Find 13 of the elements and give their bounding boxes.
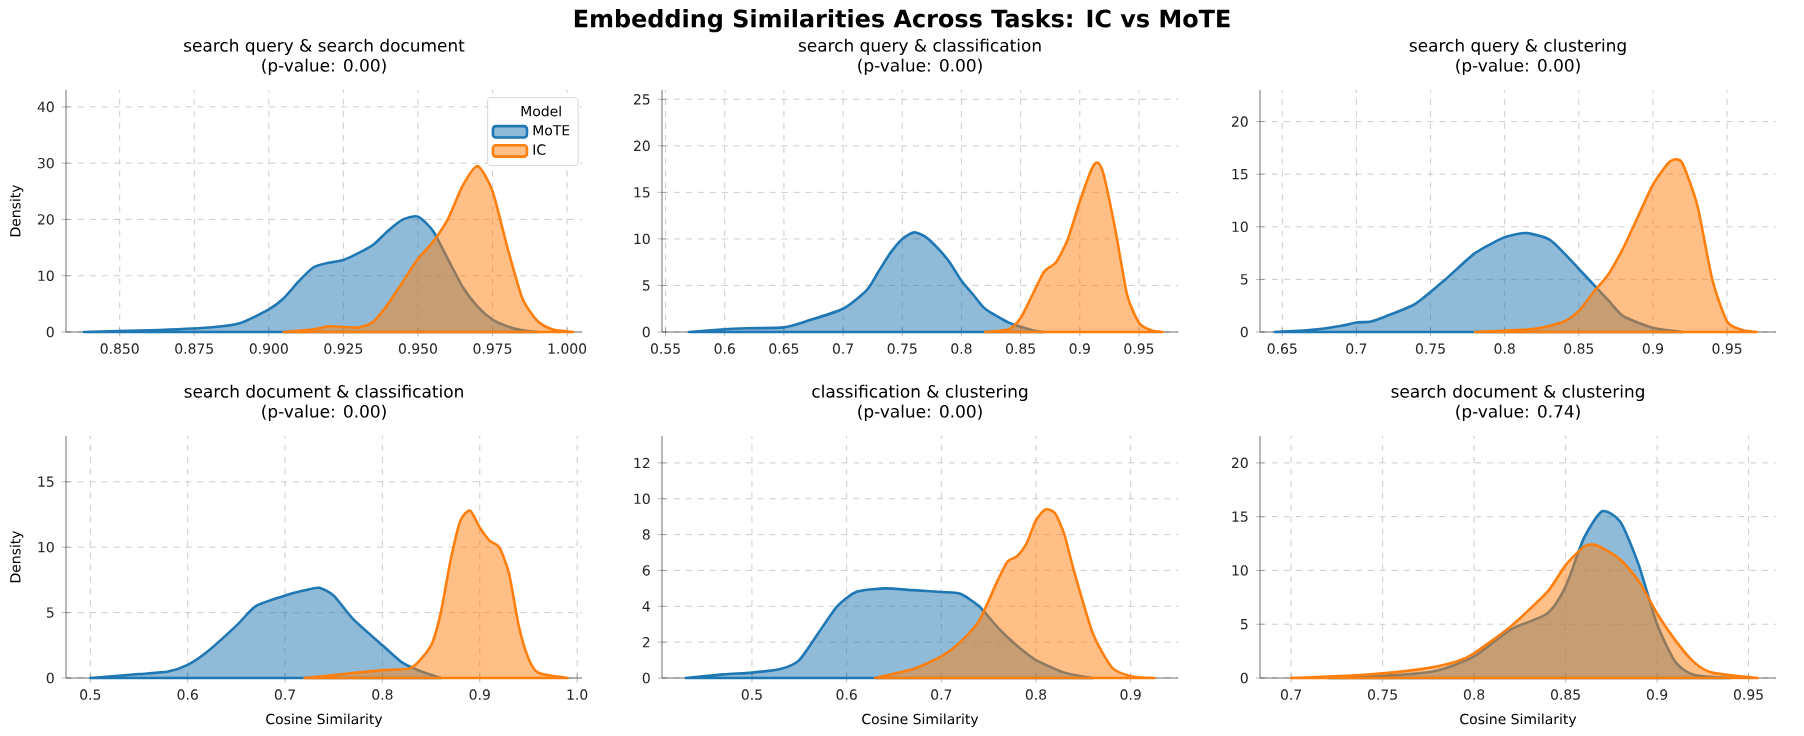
chart-subtitle: (p-value: 0.00) [858,58,982,76]
chart-title: classification & clustering [812,384,1028,402]
chart-subtitle: (p-value: 0.00) [262,404,386,422]
chart-subtitle: (p-value: 0.00) [1456,58,1580,76]
chart-subtitle: (p-value: 0.00) [858,404,982,422]
chart-title: search document & classification [184,384,463,398]
chart-title: search query & search document [184,38,465,56]
chart-subtitle: (p-value: 0.00) [262,58,386,76]
text: Embedding Similarities Across Tasks: IC vs MoTE [574,9,1230,33]
chart-title: search document & clustering [1391,384,1644,402]
chart-title: search query & classification [798,38,1041,56]
chart-title: search query & clustering [1409,38,1626,56]
chart-subtitle: (p-value: 0.74) [1456,404,1580,422]
